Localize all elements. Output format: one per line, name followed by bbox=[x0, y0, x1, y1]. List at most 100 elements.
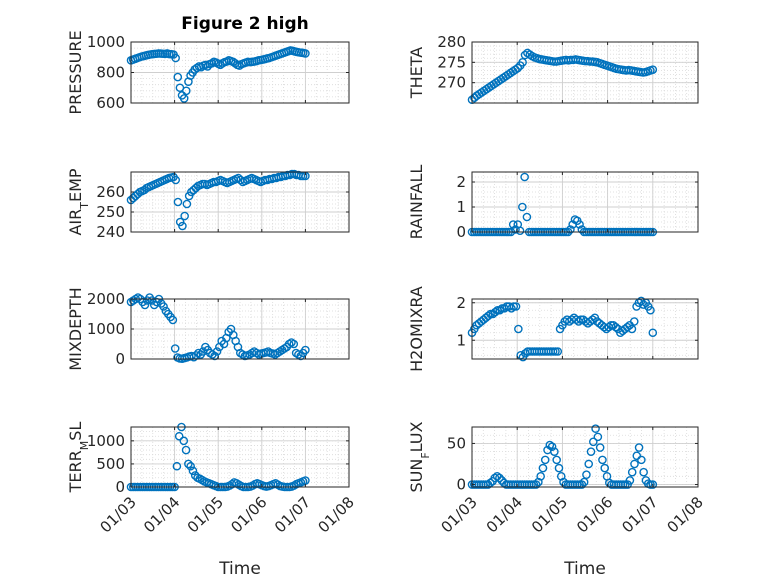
data-point bbox=[181, 445, 191, 455]
data-point bbox=[196, 62, 206, 72]
data-point bbox=[181, 86, 191, 96]
data-point bbox=[648, 65, 658, 74]
data-point bbox=[173, 197, 183, 207]
data-point bbox=[186, 461, 195, 471]
data-point bbox=[179, 436, 189, 446]
data-point bbox=[536, 472, 545, 481]
data-point bbox=[639, 300, 648, 309]
data-point bbox=[540, 455, 550, 465]
x-tick-label: 01/06 bbox=[227, 493, 270, 536]
data-point bbox=[207, 59, 217, 68]
data-point bbox=[168, 315, 178, 325]
subplot-7: 0 500 1000 01/03 01/04 01/05 01/06 01/07 01/08 TE… bbox=[66, 422, 358, 579]
data-point bbox=[490, 307, 500, 317]
axes-box bbox=[471, 298, 699, 360]
data-point bbox=[593, 432, 603, 442]
data-point bbox=[632, 451, 642, 461]
data-point bbox=[301, 345, 310, 355]
data-point bbox=[531, 480, 541, 489]
y-axis-label-main: PRESSURE bbox=[66, 30, 85, 114]
data-point bbox=[554, 463, 564, 473]
data-point bbox=[172, 461, 182, 471]
data-point bbox=[550, 447, 559, 456]
data-point bbox=[634, 443, 644, 452]
x-tick-label: 01/08 bbox=[315, 493, 358, 536]
data-point bbox=[584, 459, 594, 469]
data-point bbox=[588, 315, 597, 324]
axes-box bbox=[471, 426, 699, 488]
subplot-3: 240 250 260 AIRTEMP bbox=[66, 168, 350, 241]
y-tick-label: 500 bbox=[96, 455, 125, 473]
y-tick-label: 0 bbox=[115, 478, 125, 496]
x-tick-label: 01/03 bbox=[438, 493, 481, 536]
data-point bbox=[216, 60, 225, 70]
data-point bbox=[173, 72, 183, 82]
y-axis-label: THETA bbox=[407, 47, 426, 99]
y-tick-label: 2 bbox=[456, 173, 466, 191]
x-tick-label: 01/03 bbox=[97, 493, 140, 536]
figure-title: Figure 2 high bbox=[181, 14, 309, 34]
data-point bbox=[629, 317, 639, 326]
data-point bbox=[588, 437, 598, 447]
y-axis-label-main: MIXDEPTH bbox=[66, 287, 85, 370]
y-tick-label: 270 bbox=[437, 74, 466, 92]
y-tick-label: 2 bbox=[456, 294, 466, 312]
data-point bbox=[513, 63, 523, 73]
data-point bbox=[184, 459, 193, 469]
data-point bbox=[582, 470, 591, 479]
y-axis-label-main: SUN bbox=[407, 459, 426, 493]
y-tick-label: 240 bbox=[96, 223, 125, 241]
data-point bbox=[495, 305, 505, 315]
x-tick-label: 01/08 bbox=[664, 493, 707, 536]
y-axis-label-main: H2OMIXRA bbox=[407, 286, 426, 372]
y-axis-label: SUNFLUX bbox=[407, 421, 432, 492]
data-point bbox=[182, 199, 192, 209]
data-point bbox=[579, 477, 589, 487]
data-point bbox=[178, 221, 187, 231]
y-tick-label: 2000 bbox=[87, 290, 125, 308]
x-axis-label: Time bbox=[563, 559, 606, 579]
y-axis-label-main: RAINFALL bbox=[407, 165, 426, 240]
x-axis-label: Time bbox=[218, 559, 261, 579]
y-tick-label: 260 bbox=[96, 183, 125, 201]
data-point bbox=[545, 440, 555, 450]
x-tick-label: 01/05 bbox=[184, 493, 227, 536]
y-axis-label-subscript: M bbox=[78, 441, 91, 451]
data-point bbox=[598, 455, 607, 465]
data-point bbox=[630, 459, 639, 469]
data-point bbox=[586, 447, 596, 456]
y-axis-label-subscript: T bbox=[78, 202, 91, 210]
axes-box bbox=[471, 171, 699, 233]
data-point bbox=[495, 473, 504, 483]
y-axis-label: PRESSURE bbox=[66, 30, 85, 114]
y-tick-label: 1 bbox=[456, 198, 466, 216]
y-axis-label: RAINFALL bbox=[407, 165, 426, 240]
data-point bbox=[648, 480, 658, 489]
data-point bbox=[511, 225, 520, 234]
y-axis-label-subscript: F bbox=[419, 452, 432, 458]
y-axis-label: MIXDEPTH bbox=[66, 287, 85, 370]
data-point bbox=[170, 344, 180, 353]
data-point bbox=[522, 212, 532, 222]
subplot-4: 0 1 2 RAINFALL bbox=[407, 165, 699, 241]
y-axis-label: H2OMIXRA bbox=[407, 286, 426, 372]
x-tick-label: 01/04 bbox=[483, 493, 526, 536]
data-point bbox=[627, 324, 637, 334]
data-point bbox=[508, 220, 518, 229]
data-point bbox=[514, 324, 523, 334]
data-point bbox=[625, 476, 635, 485]
x-tick-label: 01/06 bbox=[573, 493, 616, 536]
x-tick-label: 01/05 bbox=[528, 493, 571, 536]
data-point bbox=[171, 53, 180, 63]
data-point bbox=[518, 202, 527, 212]
x-tick-label: 01/07 bbox=[618, 493, 661, 536]
y-tick-label: 1 bbox=[456, 331, 466, 349]
data-point bbox=[486, 478, 495, 488]
y-tick-label: 1000 bbox=[87, 432, 125, 450]
data-point bbox=[623, 480, 632, 489]
y-axis-label-rest: LUX bbox=[407, 421, 426, 452]
data-point bbox=[538, 463, 548, 473]
